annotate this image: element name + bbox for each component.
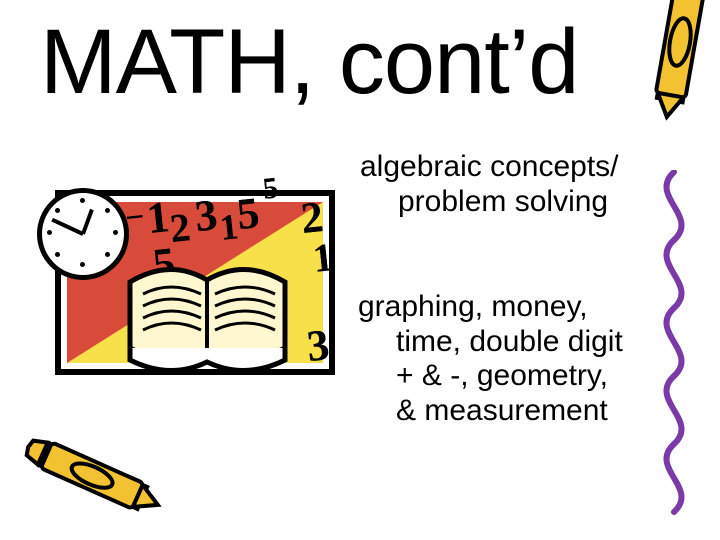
slide-title: MATH, cont’d xyxy=(40,10,680,115)
slide: MATH, cont’d algebraic concepts/ problem… xyxy=(0,0,720,540)
clipart-num-5b: 5 xyxy=(261,171,279,206)
clock-icon xyxy=(37,188,129,280)
bullet-1: algebraic concepts/ problem solving xyxy=(360,150,670,219)
bullet-2-line2: time, double digit xyxy=(358,325,668,360)
bullet-1-line1: algebraic concepts/ xyxy=(360,150,670,185)
bullet-2: graphing, money, time, double digit + & … xyxy=(358,290,668,428)
squiggle-icon xyxy=(654,170,694,520)
bullet-1-line2: problem solving xyxy=(360,185,670,220)
clipart-math-icon: – 1 2 3 1 5 5 2 1 5 1 3 xyxy=(55,190,335,420)
bullet-2-line4: & measurement xyxy=(358,394,668,429)
bullet-2-line3: + & -, geometry, xyxy=(358,359,668,394)
crayon-yellow-icon xyxy=(15,424,172,529)
book-icon xyxy=(125,252,290,370)
bullet-2-line1: graphing, money, xyxy=(358,290,668,325)
